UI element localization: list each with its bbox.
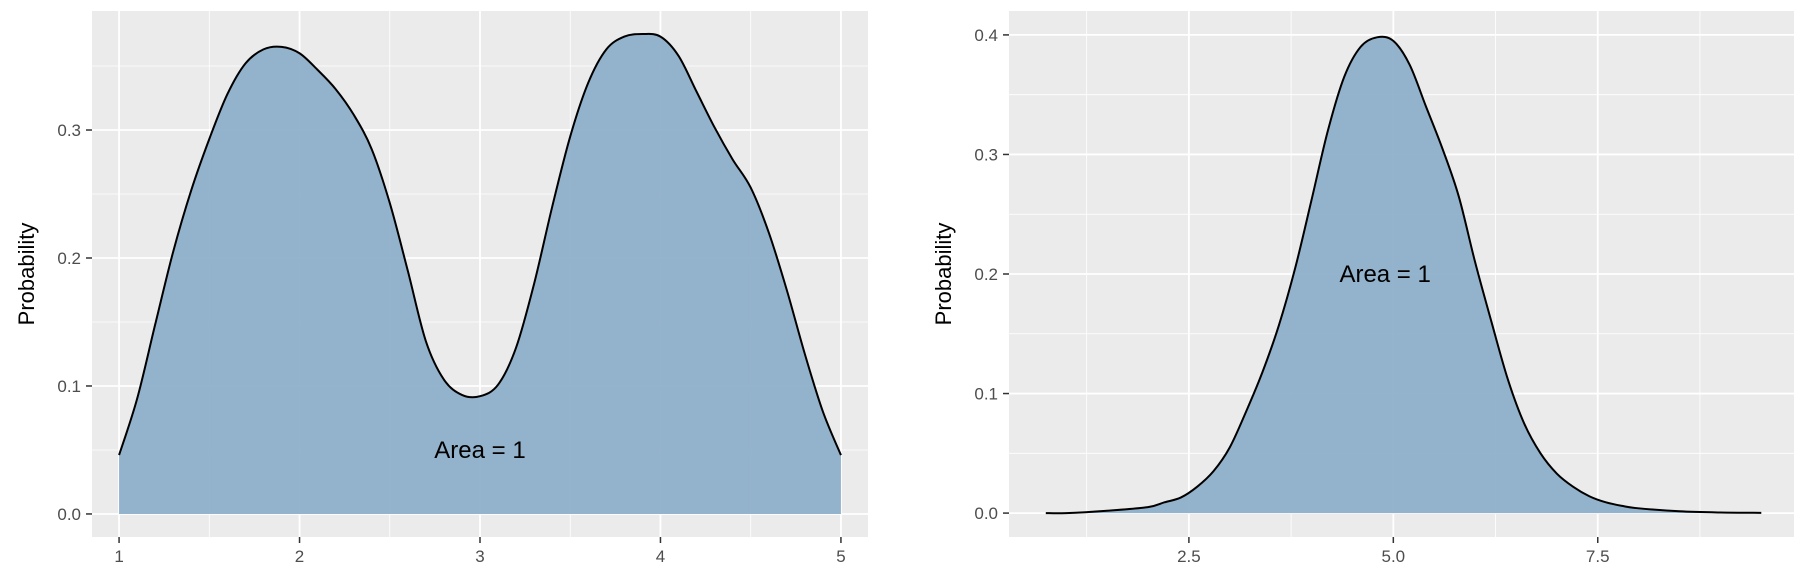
x-tick-label: 4 — [656, 547, 665, 566]
x-tick-label: 1 — [114, 547, 123, 566]
y-tick-label: 0.3 — [974, 145, 998, 164]
x-tick-label: 5.0 — [1382, 547, 1406, 566]
x-tick-label: 3 — [475, 547, 484, 566]
x-tick-label: 7.5 — [1586, 547, 1610, 566]
y-tick-label: 0.4 — [974, 26, 998, 45]
density-line — [1045, 35, 1762, 515]
y-tick-label: 0.2 — [57, 249, 81, 268]
y-tick-label: 0.2 — [974, 265, 998, 284]
right-density-panel: 2.5 5.0 7.5 0.0 0.1 0.2 0.3 0.4 Area = 1 Probab… — [931, 11, 1794, 566]
y-axis-label: Probability — [14, 223, 39, 326]
density-area — [1045, 36, 1762, 514]
y-tick-label: 0.1 — [57, 377, 81, 396]
y-tick-label: 0.0 — [974, 504, 998, 523]
area-annotation: Area = 1 — [1339, 261, 1430, 288]
density-line — [118, 32, 842, 456]
x-tick-label: 2.5 — [1177, 547, 1201, 566]
area-annotation: Area = 1 — [434, 437, 525, 464]
left-density-panel: 1 2 3 4 5 0.0 0.1 0.2 0.3 Area = 1 Probability — [14, 11, 868, 566]
density-area — [119, 33, 841, 514]
y-tick-label: 0.0 — [57, 505, 81, 524]
x-tick-label: 5 — [836, 547, 845, 566]
y-tick-label: 0.1 — [974, 385, 998, 404]
y-axis-label: Probability — [931, 223, 956, 326]
x-tick-label: 2 — [295, 547, 304, 566]
y-tick-label: 0.3 — [57, 121, 81, 140]
